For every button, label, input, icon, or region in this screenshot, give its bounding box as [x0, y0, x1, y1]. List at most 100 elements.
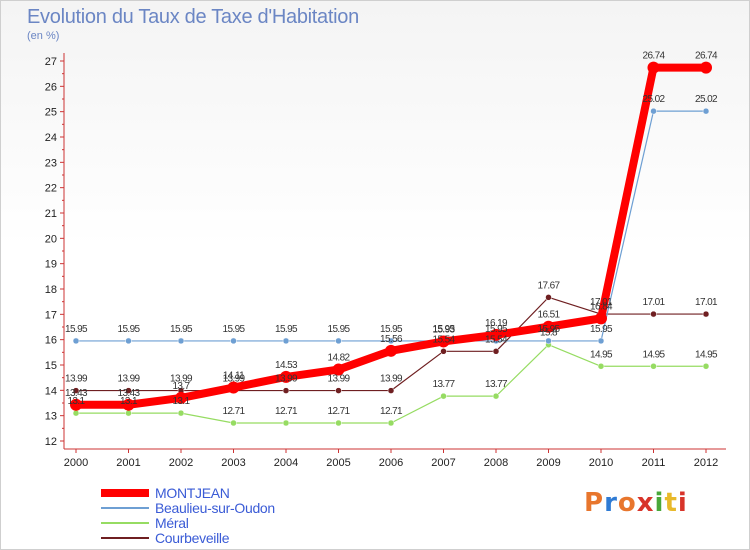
legend-swatch [101, 536, 149, 539]
data-label: 14.53 [275, 360, 298, 371]
y-tick-label: 16 [45, 335, 57, 347]
y-tick-label: 25 [45, 107, 57, 119]
x-tick-label: 2006 [379, 457, 403, 469]
data-label: 14.95 [642, 349, 665, 360]
y-tick-label: 24 [45, 132, 57, 144]
data-label: 13.99 [117, 374, 140, 385]
data-label: 15.95 [170, 324, 193, 335]
x-tick-label: 2005 [326, 457, 350, 469]
data-label: 13.99 [275, 374, 298, 385]
chart-subtitle: (en %) [27, 30, 60, 42]
logo-letter: i [677, 488, 688, 518]
data-label: 13.7 [172, 381, 190, 392]
logo-letter: o [617, 488, 637, 518]
data-label: 16.84 [590, 301, 613, 312]
data-label: 16.19 [485, 318, 508, 329]
logo-letter: i [654, 488, 665, 518]
data-point [702, 310, 710, 318]
legend-swatch [101, 521, 149, 524]
legend-item: Méral [101, 514, 275, 531]
data-label: 13.99 [327, 374, 350, 385]
data-point [702, 107, 710, 115]
series-2-group [72, 341, 710, 427]
data-point [332, 363, 345, 376]
logo-letter: x [636, 488, 655, 518]
logo-letter: r [604, 488, 618, 518]
data-point [282, 387, 290, 394]
y-tick-label: 13 [45, 411, 57, 423]
data-label: 15.95 [432, 324, 455, 335]
data-label: 15.95 [380, 324, 403, 335]
legend-swatch [101, 506, 149, 509]
data-label: 12.71 [222, 406, 245, 417]
legend-label: Courbeveille [155, 529, 230, 546]
y-tick-label: 26 [45, 81, 57, 93]
data-point [595, 312, 607, 325]
data-label: 17.01 [642, 297, 665, 308]
series-0-group [70, 61, 712, 411]
data-point [72, 337, 80, 345]
data-point [387, 337, 395, 345]
data-label: 14.95 [590, 349, 613, 360]
data-label: 15.95 [590, 324, 613, 335]
data-label: 14.11 [223, 371, 245, 382]
data-point [175, 391, 187, 404]
data-point [125, 387, 132, 394]
series-1-group [72, 107, 710, 345]
x-tick-label: 2002 [169, 457, 193, 469]
legend-label: MONTJEAN [155, 484, 230, 501]
logo-letter: t [664, 488, 678, 518]
data-label: 17.01 [590, 297, 613, 308]
data-label: 13.99 [380, 374, 403, 385]
logo-letter: P [584, 488, 605, 518]
chart-title: Evolution du Taux de Taxe d'Habitation [27, 6, 359, 28]
data-point [597, 363, 605, 370]
data-label: 26.74 [642, 51, 665, 62]
data-point [650, 107, 657, 115]
y-tick-label: 27 [45, 56, 57, 68]
y-tick-label: 12 [45, 436, 57, 448]
data-point [280, 370, 292, 383]
data-point [440, 348, 447, 355]
data-point [440, 392, 447, 400]
data-point [492, 392, 500, 400]
data-point [542, 320, 555, 333]
data-label: 25.02 [642, 94, 665, 105]
x-tick-label: 2007 [431, 457, 455, 469]
data-point [437, 335, 450, 348]
legend-item: MONTJEAN [101, 484, 275, 501]
data-label: 15.54 [485, 334, 508, 345]
y-tick-label: 21 [45, 208, 57, 220]
data-point [597, 337, 605, 345]
x-tick-label: 2012 [694, 457, 718, 469]
data-point [72, 387, 80, 394]
data-label: 14.95 [695, 349, 718, 360]
y-tick-label: 17 [45, 309, 57, 321]
data-label: 13.1 [67, 396, 85, 407]
data-label: 15.56 [380, 334, 403, 345]
data-point [385, 344, 397, 357]
data-label: 16.51 [537, 310, 560, 321]
data-label: 12.71 [327, 406, 350, 417]
data-label: 15.95 [65, 324, 88, 335]
y-tick-label: 23 [45, 157, 57, 169]
data-point [650, 363, 657, 370]
y-tick-label: 14 [45, 385, 57, 397]
data-point [177, 409, 185, 417]
data-point [335, 387, 342, 394]
data-label: 14.82 [327, 353, 350, 364]
data-label: 15.95 [327, 324, 350, 335]
x-tick-label: 2009 [536, 457, 560, 469]
x-tick-label: 2003 [221, 457, 245, 469]
data-label: 13.43 [65, 388, 88, 399]
data-point [700, 61, 712, 74]
x-tick-label: 2001 [116, 457, 140, 469]
y-tick-label: 15 [45, 360, 57, 372]
data-label: 17.01 [695, 297, 718, 308]
x-tick-label: 2000 [64, 457, 88, 469]
data-label: 15.8 [540, 328, 558, 339]
legend-swatch [101, 488, 149, 497]
legend-label: Méral [155, 514, 189, 531]
x-tick-label: 2008 [484, 457, 508, 469]
